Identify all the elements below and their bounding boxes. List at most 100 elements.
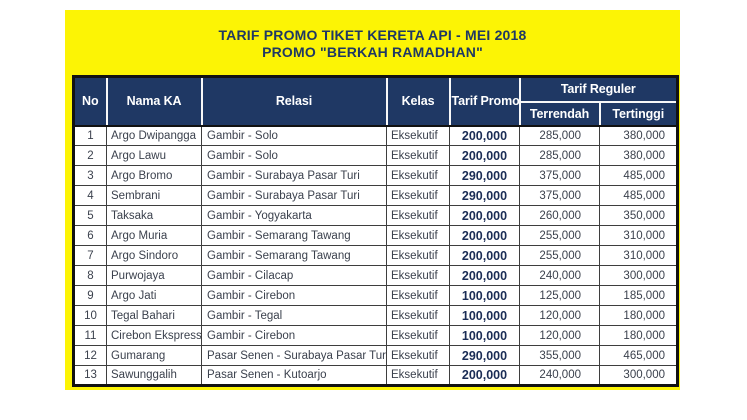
cell-no: 1 — [73, 125, 107, 146]
cell-no: 11 — [73, 325, 107, 346]
title-block: TARIF PROMO TIKET KERETA API - MEI 2018 … — [65, 10, 680, 61]
header-terrendah: Terrendah — [518, 100, 601, 127]
cell-relasi: Pasar Senen - Kutoarjo — [201, 365, 387, 386]
cell-tertinggi: 380,000 — [599, 125, 678, 146]
table-row: 8 Purwojaya Gambir - Cilacap Eksekutif 200,0… — [73, 265, 678, 286]
cell-terrendah: 120,000 — [519, 305, 600, 326]
cell-no: 5 — [73, 205, 107, 226]
cell-relasi: Gambir - Solo — [201, 145, 387, 166]
cell-kelas: Eksekutif — [386, 145, 450, 166]
cell-relasi: Gambir - Yogyakarta — [201, 205, 387, 226]
cell-tertinggi: 180,000 — [599, 325, 678, 346]
cell-tertinggi: 300,000 — [599, 365, 678, 386]
table-header: No Nama KA Relasi Kelas Tarif Promo Tari… — [72, 75, 679, 127]
cell-terrendah: 240,000 — [519, 265, 600, 286]
cell-tertinggi: 310,000 — [599, 225, 678, 246]
cell-tertinggi: 380,000 — [599, 145, 678, 166]
cell-tarif-promo: 290,000 — [449, 165, 520, 186]
cell-terrendah: 260,000 — [519, 205, 600, 226]
cell-kelas: Eksekutif — [386, 165, 450, 186]
cell-no: 7 — [73, 245, 107, 266]
cell-kelas: Eksekutif — [386, 365, 450, 386]
cell-kelas: Eksekutif — [386, 325, 450, 346]
cell-kelas: Eksekutif — [386, 225, 450, 246]
page-title-line2: PROMO "BERKAH RAMADHAN" — [262, 44, 483, 60]
cell-relasi: Pasar Senen - Surabaya Pasar Turi — [201, 345, 387, 366]
cell-tarif-promo: 290,000 — [449, 185, 520, 206]
cell-tarif-promo: 290,000 — [449, 345, 520, 366]
header-tarif-promo: Tarif Promo — [448, 75, 521, 127]
cell-relasi: Gambir - Cirebon — [201, 325, 387, 346]
cell-nama-ka: Argo Dwipangga — [106, 125, 202, 146]
cell-nama-ka: Argo Lawu — [106, 145, 202, 166]
cell-terrendah: 120,000 — [519, 325, 600, 346]
cell-terrendah: 255,000 — [519, 225, 600, 246]
cell-kelas: Eksekutif — [386, 285, 450, 306]
cell-nama-ka: Gumarang — [106, 345, 202, 366]
table-row: 11 Cirebon Ekspress Gambir - Cirebon Ekseku… — [73, 325, 678, 346]
cell-nama-ka: Argo Jati — [106, 285, 202, 306]
cell-tarif-promo: 200,000 — [449, 145, 520, 166]
cell-tarif-promo: 200,000 — [449, 125, 520, 146]
header-kelas: Kelas — [385, 75, 451, 127]
cell-tertinggi: 350,000 — [599, 205, 678, 226]
table-row: 1 Argo Dwipangga Gambir - Solo Eksekutif 200… — [73, 125, 678, 146]
cell-tertinggi: 185,000 — [599, 285, 678, 306]
cell-tertinggi: 465,000 — [599, 345, 678, 366]
cell-kelas: Eksekutif — [386, 125, 450, 146]
header-no: No — [72, 75, 108, 127]
cell-nama-ka: Argo Sindoro — [106, 245, 202, 266]
cell-terrendah: 375,000 — [519, 165, 600, 186]
table-row: 12 Gumarang Pasar Senen - Surabaya Pasar T… — [73, 345, 678, 366]
cell-tarif-promo: 200,000 — [449, 365, 520, 386]
table-row: 6 Argo Muria Gambir - Semarang Tawang Eksek… — [73, 225, 678, 246]
cell-tertinggi: 485,000 — [599, 165, 678, 186]
table-row: 7 Argo Sindoro Gambir - Semarang Tawang Eks… — [73, 245, 678, 266]
table-row: 3 Argo Bromo Gambir - Surabaya Pasar Turi E… — [73, 165, 678, 186]
cell-nama-ka: Purwojaya — [106, 265, 202, 286]
cell-nama-ka: Argo Bromo — [106, 165, 202, 186]
cell-relasi: Gambir - Cilacap — [201, 265, 387, 286]
tarif-promo-table: No Nama KA Relasi Kelas Tarif Promo Tari… — [72, 75, 679, 387]
cell-nama-ka: Taksaka — [106, 205, 202, 226]
table-row: 10 Tegal Bahari Gambir - Tegal Eksekutif 100… — [73, 305, 678, 326]
cell-terrendah: 375,000 — [519, 185, 600, 206]
cell-kelas: Eksekutif — [386, 345, 450, 366]
cell-no: 9 — [73, 285, 107, 306]
cell-kelas: Eksekutif — [386, 245, 450, 266]
cell-nama-ka: Argo Muria — [106, 225, 202, 246]
cell-tarif-promo: 100,000 — [449, 305, 520, 326]
cell-relasi: Gambir - Semarang Tawang — [201, 225, 387, 246]
cell-no: 10 — [73, 305, 107, 326]
cell-relasi: Gambir - Semarang Tawang — [201, 245, 387, 266]
cell-no: 12 — [73, 345, 107, 366]
cell-relasi: Gambir - Tegal — [201, 305, 387, 326]
cell-tarif-promo: 200,000 — [449, 205, 520, 226]
cell-tertinggi: 180,000 — [599, 305, 678, 326]
table-row: 5 Taksaka Gambir - Yogyakarta Eksekutif 200,… — [73, 205, 678, 226]
cell-relasi: Gambir - Solo — [201, 125, 387, 146]
cell-tertinggi: 485,000 — [599, 185, 678, 206]
cell-tarif-promo: 100,000 — [449, 325, 520, 346]
cell-terrendah: 285,000 — [519, 145, 600, 166]
cell-tertinggi: 300,000 — [599, 265, 678, 286]
cell-relasi: Gambir - Surabaya Pasar Turi — [201, 165, 387, 186]
cell-tertinggi: 310,000 — [599, 245, 678, 266]
cell-relasi: Gambir - Cirebon — [201, 285, 387, 306]
cell-tarif-promo: 200,000 — [449, 265, 520, 286]
table-row: 13 Sawunggalih Pasar Senen - Kutoarjo Eksek… — [73, 365, 678, 386]
cell-tarif-promo: 200,000 — [449, 245, 520, 266]
cell-no: 6 — [73, 225, 107, 246]
page-title-line1: TARIF PROMO TIKET KERETA API - MEI 2018 — [218, 27, 527, 43]
cell-no: 13 — [73, 365, 107, 386]
cell-no: 3 — [73, 165, 107, 186]
cell-kelas: Eksekutif — [386, 305, 450, 326]
table-row: 2 Argo Lawu Gambir - Solo Eksekutif 200,000 2… — [73, 145, 678, 166]
cell-tarif-promo: 200,000 — [449, 225, 520, 246]
cell-no: 4 — [73, 185, 107, 206]
cell-no: 8 — [73, 265, 107, 286]
header-relasi: Relasi — [200, 75, 388, 127]
table-body: 1 Argo Dwipangga Gambir - Solo Eksekutif 200… — [73, 125, 678, 386]
header-nama-ka: Nama KA — [105, 75, 203, 127]
cell-terrendah: 285,000 — [519, 125, 600, 146]
